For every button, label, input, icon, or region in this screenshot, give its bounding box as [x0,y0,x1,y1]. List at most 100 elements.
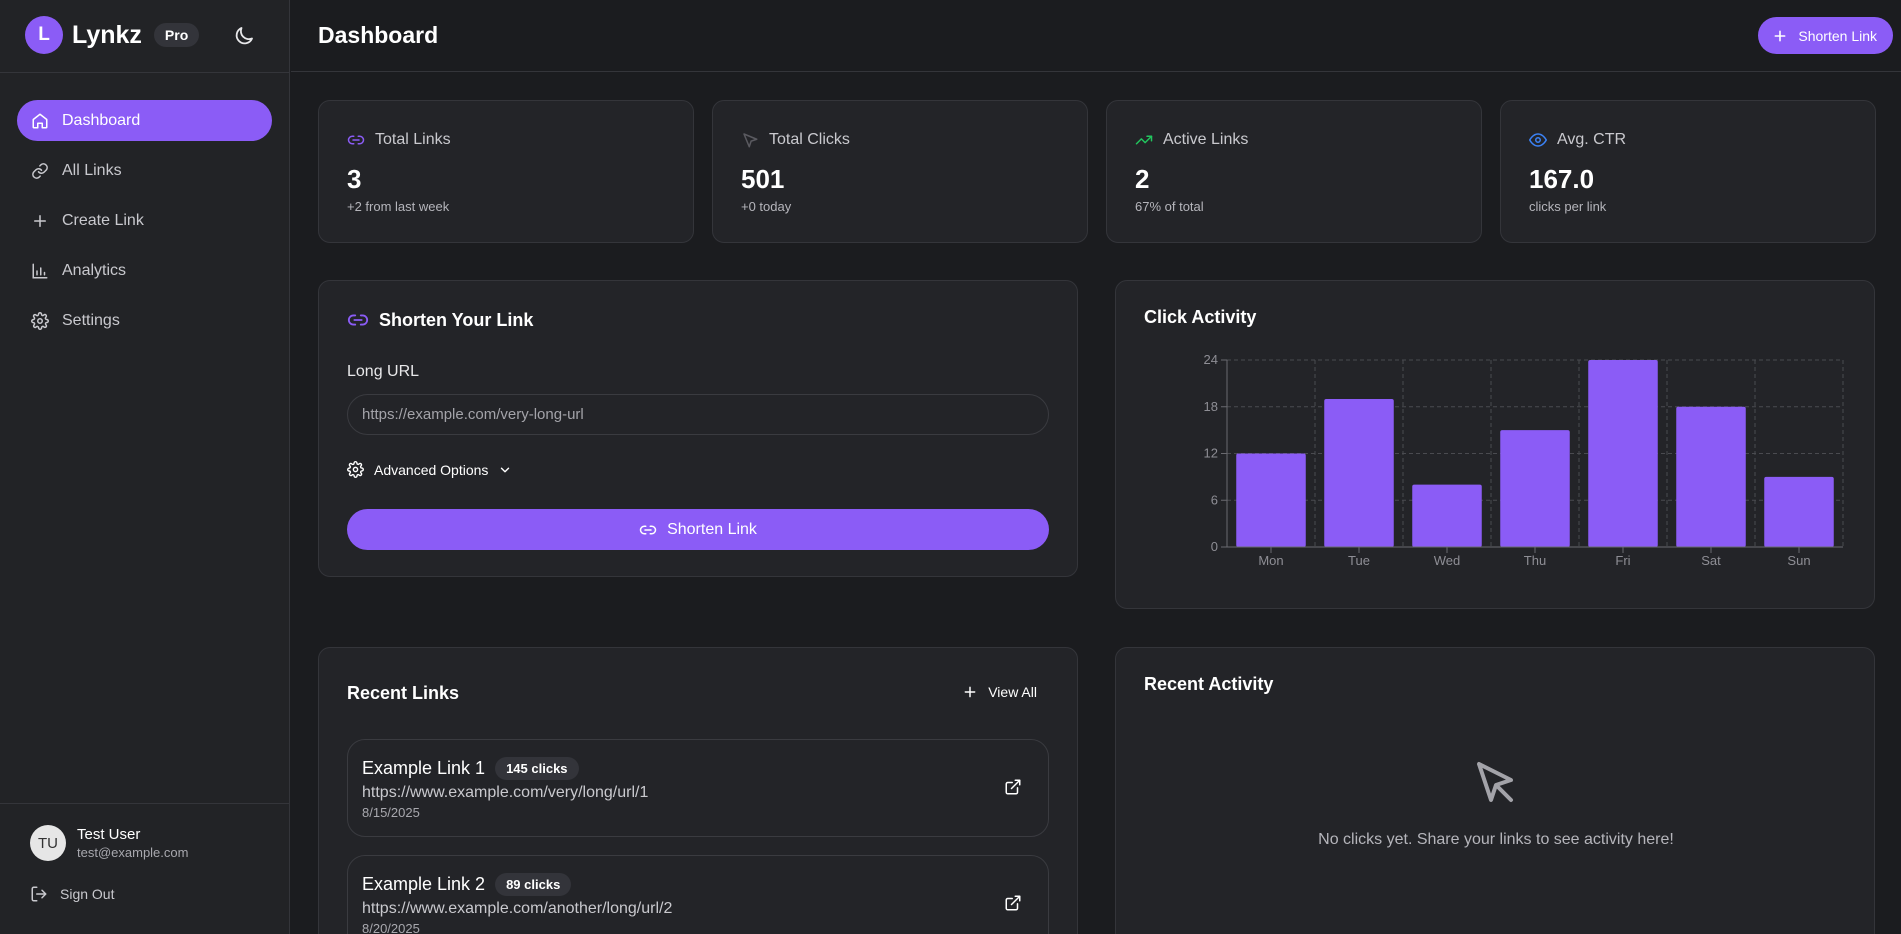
page-title: Dashboard [318,22,439,48]
bar-sat[interactable] [1676,406,1746,547]
link-url: https://www.example.com/very/long/url/1 [362,784,649,801]
recent-links-panel: Recent Links View All Example Link 1 145… [318,647,1078,934]
eye-icon [1529,131,1547,149]
y-tick-label: 6 [1211,492,1218,507]
link-date: 8/15/2025 [362,805,420,820]
chevron-down-icon [498,463,512,477]
stat-subtext: +0 today [741,199,792,214]
shorten-link-submit-button[interactable]: Shorten Link [347,509,1049,550]
sidebar-nav: Dashboard All Links Create Link Analytic… [17,100,272,350]
sidebar-item-settings[interactable]: Settings [17,300,272,341]
y-tick-label: 0 [1211,539,1218,554]
panel-title: Recent Activity [1144,674,1274,694]
sidebar-footer-divider [0,803,290,804]
sidebar-divider [0,72,290,73]
link-title: Example Link 1 [362,758,486,778]
header-shorten-link-button[interactable]: Shorten Link [1758,17,1893,54]
link-icon [347,131,365,149]
sidebar-item-label: Analytics [62,261,127,279]
sidebar-item-label: Create Link [62,211,144,229]
click-activity-panel: Click Activity 0 6 12 18 24 Mon Tue Wed Thu Fri S… [1115,280,1875,609]
clicks-badge: 145 clicks [495,757,579,780]
trending-up-icon [1135,131,1153,149]
sign-out-button[interactable]: Sign Out [30,885,114,903]
sidebar-item-all-links[interactable]: All Links [17,150,272,191]
header-button-label: Shorten Link [1798,27,1877,44]
user-name: Test User [77,826,141,843]
link-title: Example Link 2 [362,874,486,894]
top-header: Dashboard Shorten Link [291,0,1901,72]
gear-icon [347,461,364,478]
list-item[interactable]: Example Link 2 89 clicks https://www.exa… [347,855,1049,934]
long-url-label: Long URL [347,363,420,380]
stat-card-active-links: Active Links 2 67% of total [1106,100,1482,243]
external-link-icon[interactable] [1004,894,1022,912]
stat-value: 501 [741,164,785,194]
x-tick-label: Tue [1348,553,1370,568]
log-out-icon [30,885,48,903]
link-icon [639,521,657,539]
advanced-options-label: Advanced Options [374,461,489,478]
mouse-pointer-click-icon [1473,758,1521,806]
stat-card-total-links: Total Links 3 +2 from last week [318,100,694,243]
y-tick-label: 18 [1204,399,1218,414]
link-icon [347,309,369,331]
stat-subtext: clicks per link [1529,199,1607,214]
bar-sun[interactable] [1764,476,1834,547]
user-profile[interactable]: TU Test User test@example.com [30,825,188,861]
link-date: 8/20/2025 [362,921,420,934]
user-email: test@example.com [77,845,189,860]
shorten-link-panel: Shorten Your Link Long URL Advanced Opti… [318,280,1078,577]
empty-state-text: No clicks yet. Share your links to see a… [1318,831,1674,848]
plan-badge: Pro [153,23,200,47]
sidebar-item-analytics[interactable]: Analytics [17,250,272,291]
cursor-icon [741,131,759,149]
x-tick-label: Sun [1787,553,1810,568]
recent-activity-panel: Recent Activity No clicks yet. Share you… [1115,647,1875,934]
clicks-badge: 89 clicks [495,873,572,896]
avatar: TU [30,825,66,861]
list-item[interactable]: Example Link 1 145 clicks https://www.ex… [347,739,1049,837]
sidebar-item-create-link[interactable]: Create Link [17,200,272,241]
x-tick-label: Thu [1524,553,1546,568]
y-tick-label: 24 [1204,352,1218,367]
gear-icon [31,311,49,330]
brand[interactable]: L Lynkz Pro [25,16,200,54]
sidebar-item-dashboard[interactable]: Dashboard [17,100,272,141]
sign-out-label: Sign Out [60,886,115,902]
stat-label: Total Links [375,131,451,148]
view-all-label: View All [988,684,1037,700]
y-tick-label: 12 [1204,446,1218,461]
sidebar-item-label: All Links [62,161,122,179]
bar-tue[interactable] [1324,398,1394,547]
long-url-input[interactable] [347,394,1049,435]
panel-title: Recent Links [347,683,460,703]
link-url: https://www.example.com/another/long/url… [362,900,673,917]
bar-fri[interactable] [1588,360,1658,547]
stat-value: 3 [347,164,362,194]
x-tick-label: Sat [1701,553,1721,568]
plus-icon [31,212,49,230]
sidebar-item-label: Dashboard [62,111,141,129]
x-tick-label: Wed [1434,553,1461,568]
view-all-button[interactable]: View All [962,684,1037,700]
chart-title: Click Activity [1144,307,1257,327]
stat-subtext: 67% of total [1135,199,1204,214]
stat-card-avg-ctr: Avg. CTR 167.0 clicks per link [1500,100,1876,243]
bar-mon[interactable] [1236,453,1306,548]
bar-thu[interactable] [1500,430,1570,547]
external-link-icon[interactable] [1004,778,1022,796]
link-icon [31,162,49,180]
theme-toggle-moon-icon[interactable] [232,24,256,48]
advanced-options-toggle[interactable]: Advanced Options [347,461,512,478]
stat-label: Total Clicks [769,131,850,148]
stat-value: 167.0 [1529,164,1595,194]
bar-wed[interactable] [1412,484,1482,547]
home-icon [31,112,49,130]
sidebar: L Lynkz Pro Dashboard All Links Create L… [0,0,290,934]
x-tick-label: Mon [1258,553,1283,568]
brand-name: Lynkz [72,20,142,49]
click-activity-chart: 0 6 12 18 24 Mon Tue Wed Thu Fri Sat Sun [1204,352,1844,568]
plus-icon [962,684,978,700]
submit-button-label: Shorten Link [667,520,757,538]
